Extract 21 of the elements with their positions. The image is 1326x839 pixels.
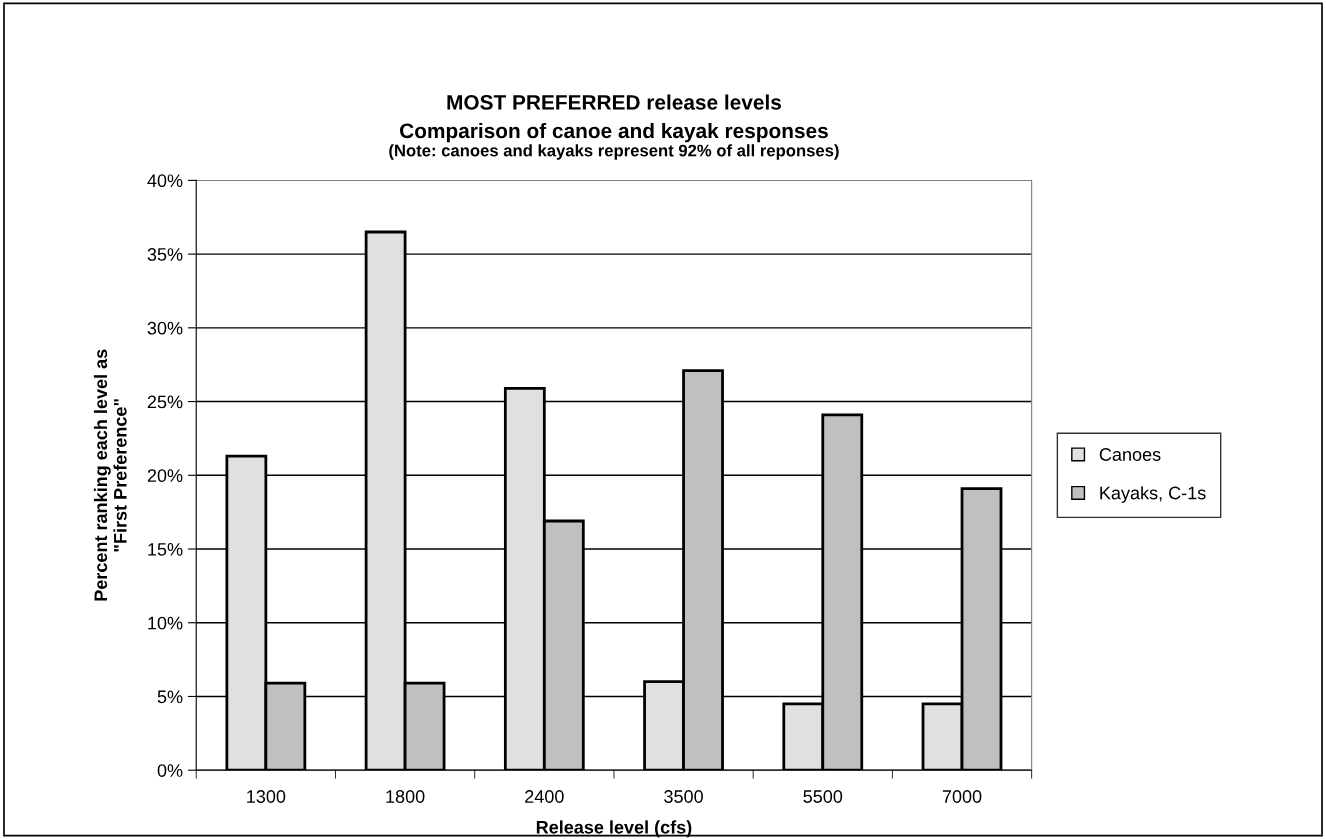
y-tick-label: 10% (148, 616, 183, 630)
x-tick-label: 5500 (803, 790, 843, 803)
x-tick-label: 1300 (247, 790, 286, 803)
chart-title: MOST PREFERRED release levels Comparison of canoe and kayak responses (400, 94, 828, 143)
x-axis-title: Release level (cfs) (536, 820, 692, 838)
y-tick-label: 25% (147, 395, 183, 409)
y-tick-label: 35% (147, 248, 183, 261)
legend-label: Kayaks, C-1s (1100, 486, 1206, 503)
y-tick-label: 0% (157, 764, 183, 777)
y-tick-label: 5% (157, 690, 183, 704)
legend-label: Canoes (1099, 448, 1161, 461)
y-tick-label: 30% (147, 321, 183, 335)
x-tick-label: 1800 (386, 790, 425, 803)
y-axis-title: Percent ranking each level as "First Preference" (93, 349, 127, 601)
x-tick-label: 7000 (942, 790, 982, 803)
y-tick-label: 20% (147, 469, 183, 483)
y-tick-label: 40% (147, 174, 183, 188)
x-tick-label: 3500 (664, 790, 703, 803)
chart-subtitle: (Note: canoes and kayaks represent 92% of all reponses) (389, 144, 839, 160)
x-tick-label: 2400 (525, 790, 564, 803)
y-tick-label: 15% (148, 543, 183, 556)
